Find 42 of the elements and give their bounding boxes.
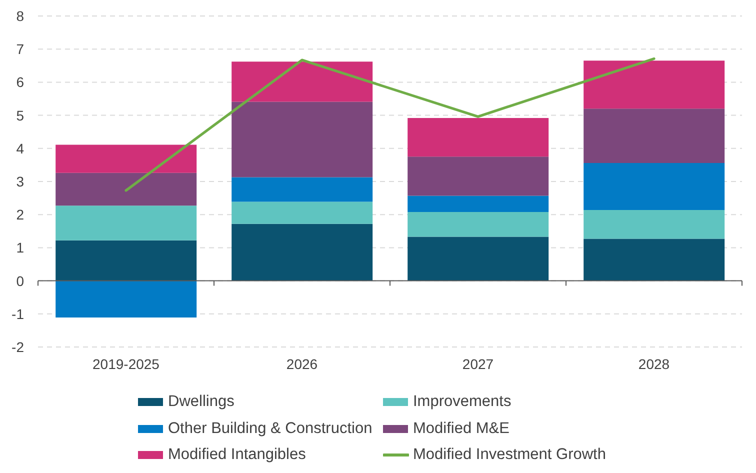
legend-label: Modified Investment Growth xyxy=(413,446,606,464)
y-tick-label: 2 xyxy=(16,206,24,223)
bar xyxy=(408,156,549,196)
bar xyxy=(584,238,725,281)
bar xyxy=(232,202,373,224)
bar xyxy=(232,177,373,202)
bar xyxy=(584,162,725,210)
bar xyxy=(408,236,549,281)
bar xyxy=(584,108,725,163)
legend-label: Modified Intangibles xyxy=(168,446,306,464)
y-tick-label: 5 xyxy=(16,107,24,124)
bar xyxy=(584,210,725,239)
y-tick-label: 7 xyxy=(16,41,24,58)
line-series xyxy=(124,57,656,192)
bar xyxy=(408,212,549,237)
x-tick-label: 2028 xyxy=(638,356,670,372)
legend-label: Dwellings xyxy=(168,393,234,412)
y-tick-label: 6 xyxy=(16,74,24,90)
legend-label: Improvements xyxy=(413,393,512,412)
y-tick-label: 1 xyxy=(16,240,24,256)
x-tick-label: 2019-2025 xyxy=(92,356,160,372)
bar xyxy=(56,172,197,206)
y-tick-label: 8 xyxy=(16,8,24,24)
x-tick-label: 2026 xyxy=(286,356,318,372)
x-tick-label: 2027 xyxy=(462,356,494,372)
legend-label: Other Building & Construction xyxy=(168,420,372,438)
bar xyxy=(232,62,373,102)
bar xyxy=(584,60,725,109)
y-tick-label: 0 xyxy=(16,272,24,289)
legend-label: Modified M&E xyxy=(413,420,510,438)
y-tick-label: 4 xyxy=(16,140,24,156)
bar xyxy=(56,240,197,281)
bar xyxy=(56,280,197,318)
y-tick-label: -1 xyxy=(12,306,24,322)
bar xyxy=(232,102,373,178)
y-tick-label: -2 xyxy=(12,338,24,355)
bar xyxy=(408,196,549,212)
bar xyxy=(56,206,197,240)
bar xyxy=(408,118,549,157)
bar xyxy=(56,144,197,173)
y-tick-label: 3 xyxy=(16,173,24,190)
bar xyxy=(232,224,373,281)
